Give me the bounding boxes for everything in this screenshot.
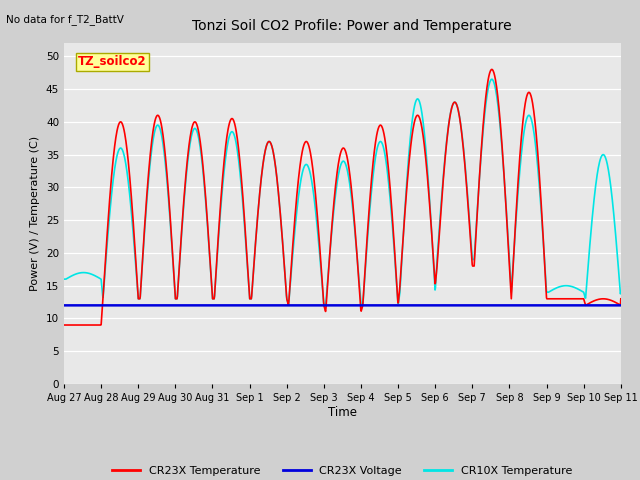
Text: TZ_soilco2: TZ_soilco2 — [78, 55, 147, 68]
Legend: CR23X Temperature, CR23X Voltage, CR10X Temperature: CR23X Temperature, CR23X Voltage, CR10X … — [108, 462, 577, 480]
Y-axis label: Power (V) / Temperature (C): Power (V) / Temperature (C) — [30, 136, 40, 291]
X-axis label: Time: Time — [328, 406, 357, 419]
Text: No data for f_T2_BattV: No data for f_T2_BattV — [6, 14, 124, 25]
Text: Tonzi Soil CO2 Profile: Power and Temperature: Tonzi Soil CO2 Profile: Power and Temper… — [192, 19, 512, 33]
